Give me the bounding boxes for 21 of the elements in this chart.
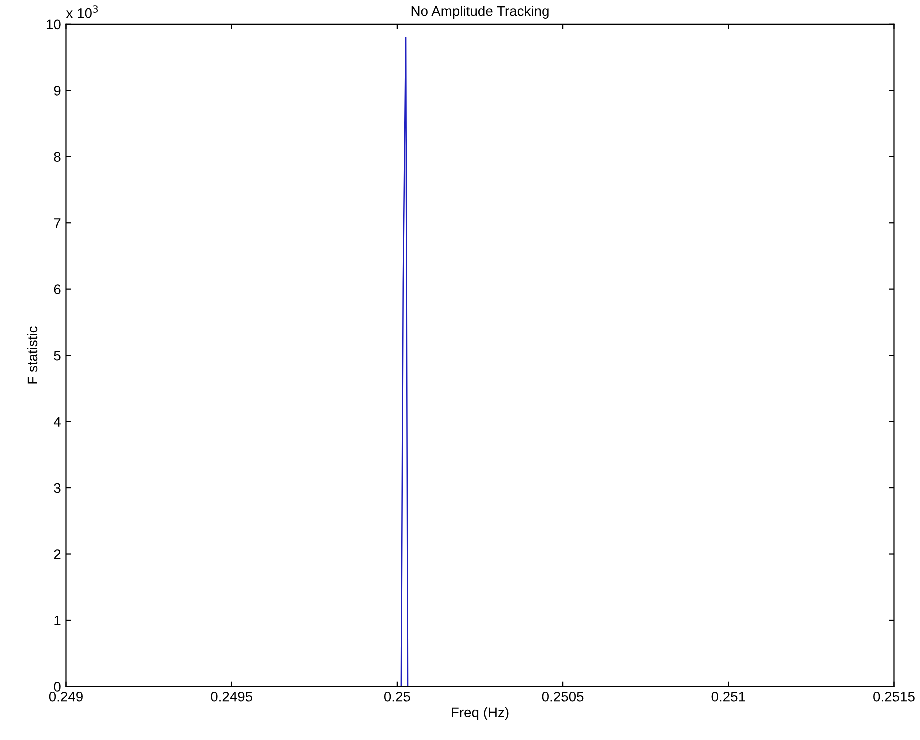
chart-title: No Amplitude Tracking	[412, 6, 549, 19]
x-tick-label: 0.25	[384, 692, 410, 702]
x-tick-label: 0.249	[49, 692, 83, 702]
y-tick-label: 6	[54, 284, 61, 295]
x-tick-label: 0.251	[712, 692, 746, 702]
y-tick-label: 8	[54, 152, 61, 162]
y-tick-label: 7	[54, 218, 61, 228]
x-axis-title: Freq (Hz)	[452, 707, 509, 720]
y-tick-label: 10	[46, 20, 61, 30]
x-tick-label: 0.2505	[542, 692, 584, 702]
x-tick-label: 0.2495	[211, 692, 252, 702]
y-tick-label: 1	[54, 616, 61, 626]
y-tick-label: 2	[54, 550, 61, 560]
x-tick-label: 0.2515	[874, 692, 915, 702]
text: x 10$^{3}$	[66, 6, 98, 18]
y-tick-label: 3	[54, 483, 61, 494]
y-axis-title: F statistic	[27, 326, 38, 384]
y-tick-label: 4	[54, 417, 61, 427]
y-tick-label: 0	[54, 682, 61, 692]
y-tick-label: 5	[54, 351, 61, 361]
y-tick-label: 9	[54, 86, 61, 96]
